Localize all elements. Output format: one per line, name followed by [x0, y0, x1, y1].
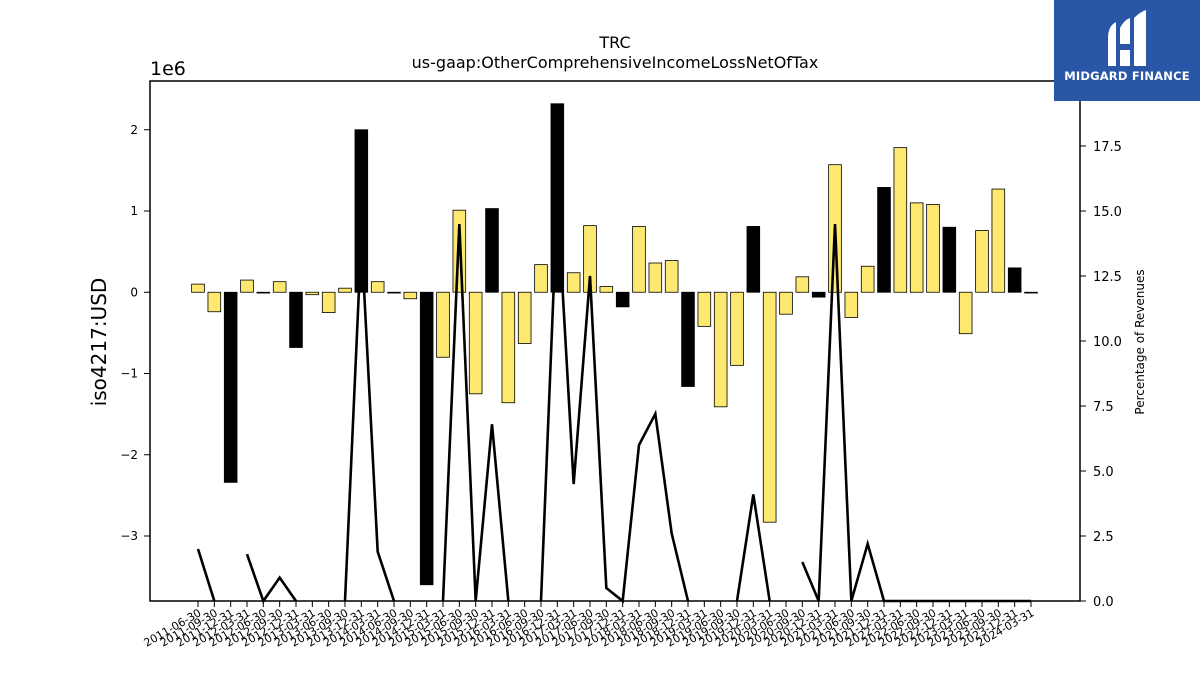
y2-tick-label-1: 2.5 — [1093, 530, 1114, 545]
bar-49 — [991, 188, 1006, 293]
bar-41 — [860, 265, 875, 293]
y2-tick-label-3: 7.5 — [1093, 400, 1114, 415]
bar-38 — [811, 291, 826, 298]
bar-25 — [599, 286, 614, 293]
bar-19 — [501, 291, 516, 404]
bar-29 — [664, 260, 679, 293]
bar-44 — [909, 202, 924, 293]
bar-27 — [632, 226, 646, 293]
y-tick-label-1: −2 — [120, 448, 138, 462]
bar-3 — [240, 279, 254, 293]
y2-tick-label-6: 15.0 — [1093, 205, 1122, 220]
bar-47 — [958, 291, 973, 335]
series-line-segment-4 — [539, 197, 690, 604]
bar-14 — [419, 291, 434, 586]
bar-18 — [485, 208, 499, 293]
y-multiplier-label: 1e6 — [150, 58, 186, 80]
bar-1 — [207, 291, 222, 313]
bar-9 — [338, 287, 352, 293]
bars-layer — [191, 103, 1038, 586]
bar-17 — [468, 291, 483, 395]
bar-32 — [713, 291, 728, 408]
bar-51 — [1024, 291, 1038, 294]
y2-tick-label-5: 12.5 — [1093, 270, 1122, 285]
bar-34 — [746, 226, 761, 293]
bar-46 — [942, 226, 957, 293]
y2-tick-label-4: 10.0 — [1093, 335, 1122, 350]
y-tick-label-4: 1 — [130, 204, 138, 218]
brand-logo: MIDGARD FINANCE — [1054, 0, 1200, 101]
y2-tick-label-7: 17.5 — [1093, 140, 1122, 155]
series-line-segment-2 — [343, 236, 396, 602]
bar-2 — [223, 291, 238, 483]
bar-40 — [844, 291, 859, 318]
bar-20 — [517, 291, 532, 344]
y2-axis: 0.0 2.5 5.0 7.5 10.0 12.5 15.0 17.5 — [1080, 140, 1122, 610]
bar-10 — [354, 129, 369, 293]
bar-12 — [387, 291, 401, 294]
y-tick-label-3: 0 — [130, 285, 138, 299]
bar-30 — [681, 291, 695, 387]
bar-0 — [191, 283, 205, 293]
series-line-segment-0 — [196, 548, 216, 602]
brand-name: MIDGARD FINANCE — [1064, 69, 1190, 83]
bar-8 — [321, 291, 336, 313]
bar-35 — [762, 291, 777, 523]
y-axis-label: iso4217:USD — [87, 278, 111, 407]
bar-48 — [975, 230, 989, 293]
bar-4 — [256, 291, 271, 294]
bar-26 — [615, 291, 630, 308]
x-axis: 2011-06-302011-09-302011-12-312012-03-31… — [142, 601, 1037, 650]
bar-36 — [779, 291, 793, 315]
bar-5 — [272, 281, 287, 293]
bar-13 — [403, 291, 418, 300]
bar-6 — [289, 291, 303, 348]
bar-50 — [1007, 267, 1022, 293]
y2-tick-label-2: 5.0 — [1093, 465, 1114, 480]
bar-45 — [926, 204, 940, 293]
bar-42 — [877, 187, 891, 293]
y-tick-label-5: 2 — [130, 123, 138, 137]
y2-tick-label-0: 0.0 — [1093, 595, 1114, 610]
bar-7 — [305, 291, 320, 296]
bar-11 — [370, 281, 385, 293]
bar-23 — [566, 272, 581, 293]
bar-37 — [795, 276, 810, 293]
y2-axis-label: Percentage of Revenues — [1133, 269, 1147, 414]
chart-subtitle: us-gaap:OtherComprehensiveIncomeLossNetO… — [412, 53, 819, 72]
bar-28 — [648, 262, 663, 293]
series-line-segment-1 — [245, 553, 298, 604]
bar-33 — [730, 291, 744, 366]
midgard-logo-icon — [1108, 10, 1146, 66]
y-tick-label-2: −1 — [120, 367, 138, 381]
bar-43 — [893, 147, 908, 293]
bar-15 — [436, 291, 450, 358]
bar-31 — [697, 291, 712, 327]
bar-21 — [534, 264, 548, 293]
series-line-segment-5 — [735, 494, 771, 602]
y-tick-label-0: −3 — [120, 529, 138, 543]
y-axis: −3 −2 −1 0 1 2 — [120, 123, 150, 543]
chart-title: TRC — [598, 33, 630, 52]
